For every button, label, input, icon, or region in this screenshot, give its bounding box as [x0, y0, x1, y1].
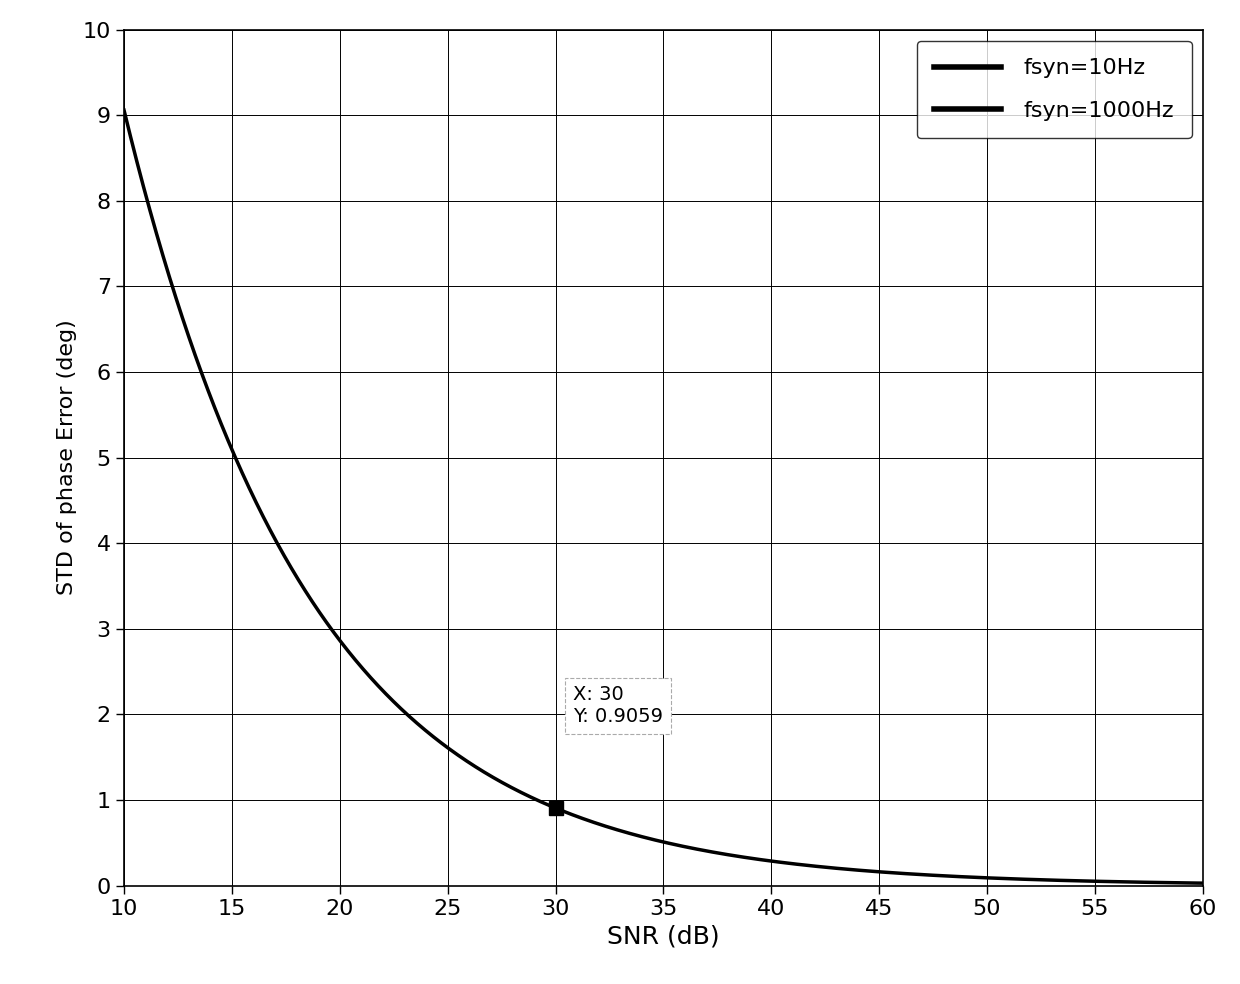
Y-axis label: STD of phase Error (deg): STD of phase Error (deg) — [57, 320, 77, 595]
Text: X: 30
Y: 0.9059: X: 30 Y: 0.9059 — [573, 686, 663, 726]
Legend: fsyn=10Hz, fsyn=1000Hz: fsyn=10Hz, fsyn=1000Hz — [916, 40, 1192, 139]
X-axis label: SNR (dB): SNR (dB) — [608, 924, 719, 949]
